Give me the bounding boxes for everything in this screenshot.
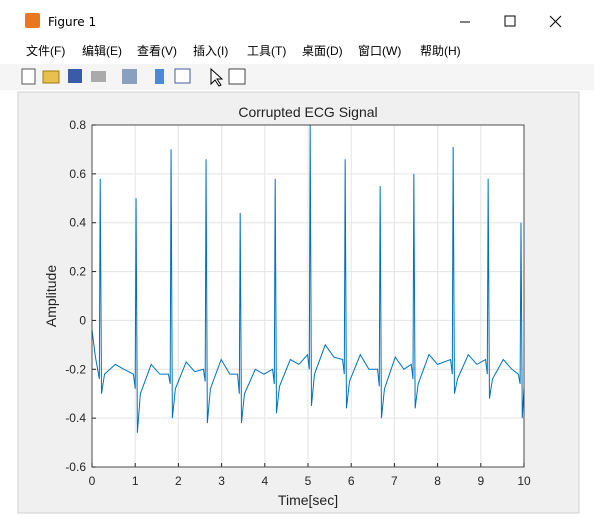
x-tick-label: 6 [348,474,355,488]
link-icon[interactable] [122,69,137,84]
menu-item[interactable]: 插入(I) [193,44,228,58]
legend-icon[interactable] [174,68,191,84]
x-tick-label: 3 [218,474,225,488]
x-tick-label: 10 [517,474,531,488]
toolbar [0,64,594,90]
menu-item[interactable]: 文件(F) [26,43,65,58]
menu-item[interactable]: 桌面(D) [302,44,343,58]
menu-bar: 文件(F) 编辑(E) 查看(V) 插入(I) 工具(T) 桌面(D) 窗口(W) 帮助(H) [26,43,461,58]
maximize-button[interactable] [504,15,516,27]
x-tick-label: 1 [132,474,139,488]
menu-item[interactable]: 查看(V) [137,44,177,58]
y-axis-label: Amplitude [43,265,59,327]
y-tick-label: 0.2 [69,265,86,279]
y-tick-label: -0.2 [65,362,86,376]
y-tick-label: 0 [79,313,86,327]
open-icon[interactable] [42,70,60,84]
save-icon[interactable] [68,69,82,83]
x-tick-label: 7 [391,474,398,488]
menu-item[interactable]: 窗口(W) [358,44,401,58]
chart-title: Corrupted ECG Signal [238,104,377,120]
axes-box [91,124,525,468]
x-tick-label: 5 [305,474,312,488]
menu-item[interactable]: 工具(T) [247,44,286,58]
app-icon [25,13,40,28]
x-tick-label: 9 [477,474,484,488]
menu-item[interactable]: 帮助(H) [420,44,461,58]
toolbar-icons [21,67,246,87]
x-tick-label: 4 [261,474,268,488]
colorbar-icon[interactable] [155,69,164,84]
new-icon[interactable] [21,68,36,85]
y-tick-label: 0.4 [69,216,86,230]
print-icon[interactable] [91,71,106,82]
x-tick-label: 2 [175,474,182,488]
x-tick-label: 0 [89,474,96,488]
window-title: Figure 1 [48,15,96,29]
pointer-icon[interactable] [210,67,224,87]
close-button[interactable] [549,15,562,28]
ecg-line [91,124,525,433]
property-icon[interactable] [228,68,246,85]
y-tick-label: 0.6 [69,167,86,181]
plot-area: 0 1 2 3 4 5 6 7 8 9 10 -0.6 -0.4 -0.2 0 0.2 0.4 0.6 0.8 [65,118,531,488]
title-bar [0,0,594,44]
y-tick-label: 0.8 [69,118,86,132]
y-tick-label: -0.6 [65,460,86,474]
menu-item[interactable]: 编辑(E) [82,43,122,58]
x-axis-label: Time[sec] [278,492,338,508]
x-tick-label: 8 [434,474,441,488]
y-tick-label: -0.4 [65,411,86,425]
